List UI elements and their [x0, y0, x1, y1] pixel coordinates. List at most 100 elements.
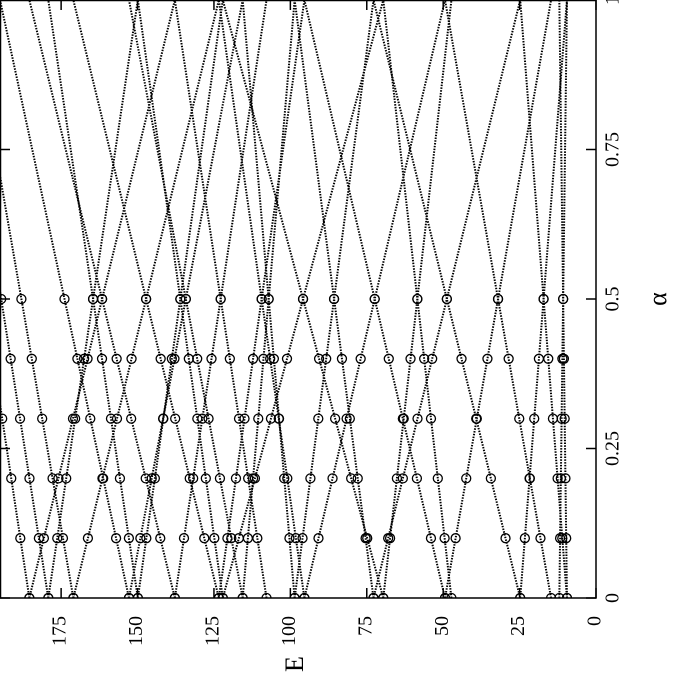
level-point	[383, 353, 394, 364]
y-tick-label: 175	[49, 616, 71, 646]
level-point	[552, 473, 563, 484]
level-point	[533, 353, 545, 364]
level-point	[14, 413, 26, 424]
level-point	[378, 592, 389, 598]
level-point	[268, 353, 280, 364]
level-point	[155, 353, 166, 364]
level-point	[456, 353, 467, 364]
level-point	[0, 413, 8, 424]
level-line	[0, 170, 75, 598]
level-point	[555, 473, 567, 484]
level-point	[461, 473, 472, 484]
level-point	[96, 293, 108, 305]
level-point	[391, 473, 403, 484]
level-point	[559, 413, 570, 424]
level-point	[384, 533, 396, 544]
level-point	[123, 533, 135, 544]
y-tick-label: 0	[584, 616, 606, 626]
level-point	[282, 473, 293, 484]
level-point	[5, 353, 16, 364]
level-point	[346, 473, 357, 484]
level-point	[265, 413, 277, 424]
level-point	[78, 353, 90, 364]
level-point	[290, 533, 302, 544]
level-point	[369, 293, 380, 305]
level-point	[237, 592, 248, 598]
level-point	[6, 473, 17, 484]
level-point	[471, 413, 482, 424]
level-point	[224, 353, 235, 364]
level-point	[226, 533, 237, 544]
level-point	[397, 473, 408, 484]
level-point	[16, 293, 27, 305]
level-point	[180, 293, 191, 305]
level-point	[313, 413, 324, 424]
level-line	[127, 0, 244, 598]
level-point	[441, 293, 452, 305]
level-point	[439, 533, 450, 544]
level-point	[427, 353, 438, 364]
level-point	[214, 473, 226, 484]
level-point	[519, 533, 531, 544]
x-tick-label: 0.5	[602, 287, 624, 312]
level-point	[328, 293, 340, 305]
level-point	[188, 473, 199, 484]
level-point	[554, 592, 565, 598]
level-point	[258, 353, 269, 364]
level-point	[253, 413, 264, 424]
level-point	[96, 353, 108, 364]
level-point	[199, 533, 210, 544]
level-point	[169, 353, 180, 364]
level-point	[206, 353, 217, 364]
level-point	[43, 592, 54, 598]
level-point	[503, 353, 514, 364]
level-point	[327, 473, 338, 484]
level-point	[110, 533, 122, 544]
level-point	[233, 413, 245, 424]
level-point	[524, 473, 536, 484]
y-tick-label: 150	[125, 616, 147, 646]
level-point	[239, 413, 250, 424]
level-point	[15, 533, 26, 544]
level-point	[355, 353, 366, 364]
level-point	[432, 473, 443, 484]
level-point	[368, 592, 379, 598]
level-point	[140, 293, 152, 305]
level-line	[221, 0, 385, 598]
level-point	[155, 533, 166, 544]
level-line	[173, 0, 268, 598]
y-axis-title: E	[280, 656, 309, 672]
level-point	[111, 353, 122, 364]
level-line	[519, 0, 568, 598]
level-line	[221, 0, 385, 598]
level-point	[166, 353, 177, 364]
level-point	[114, 473, 126, 484]
level-point	[70, 413, 81, 424]
level-point	[362, 533, 373, 544]
level-point	[397, 413, 408, 424]
level-line	[382, 0, 453, 598]
level-point	[53, 473, 64, 484]
level-point	[243, 473, 254, 484]
level-point	[26, 353, 37, 364]
level-point	[557, 533, 568, 544]
level-point	[170, 413, 181, 424]
level-point	[313, 533, 324, 544]
level-point	[284, 533, 295, 544]
level-point	[85, 413, 96, 424]
level-point	[222, 533, 233, 544]
level-point	[543, 353, 554, 364]
level-point	[98, 473, 109, 484]
level-point	[344, 413, 355, 424]
plot-area	[0, 0, 573, 598]
level-point	[557, 353, 568, 364]
level-point	[111, 413, 123, 424]
y-tick-label: 125	[202, 616, 224, 646]
level-point	[57, 533, 69, 544]
level-point	[247, 353, 259, 364]
level-point	[126, 413, 137, 424]
level-point	[529, 413, 540, 424]
level-point	[265, 353, 276, 364]
level-point	[169, 592, 180, 598]
level-point	[256, 293, 267, 305]
